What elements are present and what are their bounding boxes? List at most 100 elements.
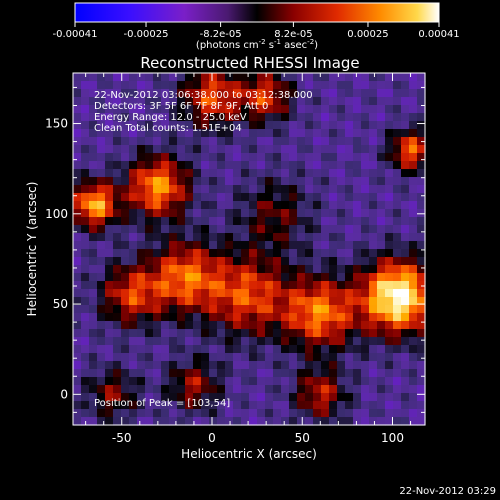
heatmap-cell (169, 409, 178, 418)
heatmap-cell (209, 97, 218, 106)
heatmap-cell (313, 217, 322, 226)
heatmap-cell (97, 345, 106, 354)
heatmap-cell (209, 169, 218, 178)
heatmap-cell (313, 89, 322, 98)
heatmap-cell (353, 289, 362, 298)
heatmap-cell (273, 145, 282, 154)
heatmap-cell (257, 129, 266, 138)
heatmap-cell (385, 329, 394, 338)
heatmap-cell (265, 217, 274, 226)
heatmap-cell (217, 353, 226, 362)
heatmap-cell (137, 353, 146, 362)
heatmap-cell (73, 225, 82, 234)
heatmap-cell (297, 105, 306, 114)
heatmap-cell (289, 265, 298, 274)
heatmap-cell (217, 289, 226, 298)
heatmap-cell (121, 153, 130, 162)
heatmap-cell (369, 281, 378, 290)
heatmap-cell (137, 417, 146, 426)
heatmap-cell (273, 201, 282, 210)
heatmap-cell (81, 193, 90, 202)
heatmap-cell (401, 73, 410, 82)
heatmap-cell (121, 281, 130, 290)
heatmap-cell (105, 105, 114, 114)
heatmap-cell (169, 193, 178, 202)
heatmap-cell (153, 401, 162, 410)
heatmap-cell (305, 169, 314, 178)
heatmap-cell (241, 153, 250, 162)
heatmap-cell (377, 297, 386, 306)
heatmap-cell (377, 249, 386, 258)
heatmap-cell (145, 161, 154, 170)
heatmap-cell (257, 401, 266, 410)
heatmap-cell (377, 289, 386, 298)
heatmap-cell (153, 393, 162, 402)
heatmap-cell (297, 369, 306, 378)
heatmap-cell (161, 297, 170, 306)
heatmap-cell (281, 401, 290, 410)
heatmap-cell (169, 321, 178, 330)
heatmap-cell (185, 161, 194, 170)
heatmap-cell (153, 177, 162, 186)
heatmap-cell (153, 97, 162, 106)
heatmap-cell (121, 353, 130, 362)
heatmap-cell (137, 145, 146, 154)
heatmap-cell (105, 97, 114, 106)
heatmap-cell (345, 281, 354, 290)
heatmap-cell (369, 273, 378, 282)
heatmap-cell (185, 305, 194, 314)
heatmap-cell (145, 265, 154, 274)
heatmap-cell (297, 209, 306, 218)
heatmap-cell (185, 241, 194, 250)
heatmap-cell (233, 209, 242, 218)
heatmap-cell (153, 377, 162, 386)
heatmap-cell (385, 177, 394, 186)
heatmap-cell (321, 201, 330, 210)
heatmap-cell (161, 73, 170, 82)
heatmap-cell (329, 97, 338, 106)
heatmap-cell (329, 105, 338, 114)
heatmap-cell (113, 281, 122, 290)
heatmap-cell (401, 153, 410, 162)
heatmap-cell (201, 385, 210, 394)
x-axis-label: Heliocentric X (arcsec) (181, 447, 317, 461)
heatmap-cell (121, 169, 130, 178)
heatmap-cell (121, 297, 130, 306)
heatmap-cell (257, 345, 266, 354)
heatmap-cell (321, 145, 330, 154)
heatmap-cell (273, 289, 282, 298)
heatmap-cell (313, 105, 322, 114)
heatmap-cell (217, 169, 226, 178)
heatmap-cell (241, 89, 250, 98)
heatmap-cell (241, 385, 250, 394)
heatmap-cell (113, 265, 122, 274)
chart-title: Reconstructed RHESSI Image (140, 54, 359, 72)
heatmap-cell (257, 201, 266, 210)
heatmap-cell (281, 225, 290, 234)
heatmap-cell (113, 329, 122, 338)
heatmap-cell (369, 409, 378, 418)
heatmap-cell (329, 169, 338, 178)
heatmap-cell (81, 97, 90, 106)
heatmap-cell (337, 105, 346, 114)
heatmap-cell (305, 385, 314, 394)
heatmap-cell (129, 321, 138, 330)
heatmap-cell (385, 73, 394, 82)
heatmap-cell (121, 321, 130, 330)
heatmap-cell (257, 153, 266, 162)
heatmap-cell (73, 193, 82, 202)
heatmap-cell (217, 185, 226, 194)
heatmap-cell (369, 137, 378, 146)
heatmap-cell (385, 393, 394, 402)
heatmap-cell (417, 305, 426, 314)
heatmap-cell (377, 137, 386, 146)
heatmap-cell (353, 145, 362, 154)
heatmap-cell (201, 369, 210, 378)
heatmap-cell (73, 137, 82, 146)
heatmap-cell (353, 273, 362, 282)
heatmap-cell (113, 185, 122, 194)
heatmap-cell (241, 185, 250, 194)
heatmap-cell (257, 81, 266, 90)
heatmap-cell (201, 273, 210, 282)
heatmap-cell (393, 393, 402, 402)
